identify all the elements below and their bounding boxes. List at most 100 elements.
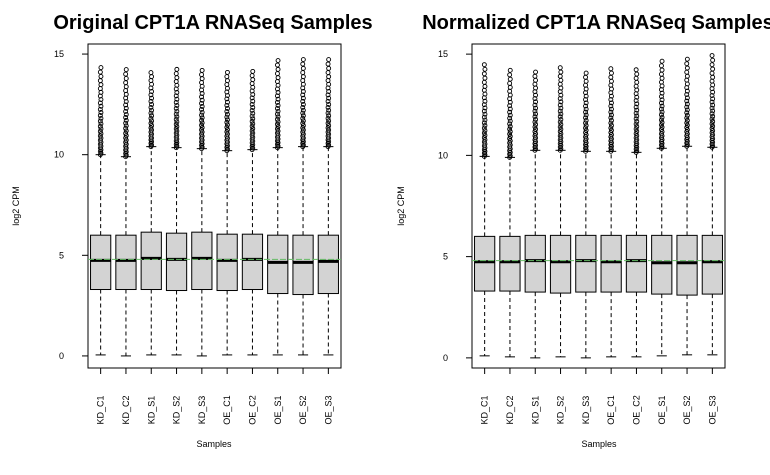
outlier-point [300,61,306,67]
outlier-point [325,61,331,67]
x-tick-label: KD_S3 [197,396,207,425]
outlier-point [507,103,513,109]
outlier-point [532,114,538,120]
outlier-point [123,135,129,141]
outlier-point [583,125,588,131]
box-KD_C1 [90,65,112,356]
outlier-point [659,71,664,77]
outlier-point [482,128,488,134]
outlier-point [224,111,230,117]
outlier-point [173,116,179,122]
outlier-point [199,106,205,112]
outlier-point [149,95,155,101]
outlier-point [659,124,665,130]
outlier-point [533,122,538,127]
outlier-point [709,121,715,127]
outlier-point [633,104,639,110]
outlier-point [710,96,716,102]
outlier-point [507,88,513,94]
outlier-point [300,110,306,116]
outlier-point [199,122,205,128]
outlier-point [583,120,588,126]
outlier-point [123,115,129,120]
outlier-point [224,99,230,105]
outlier-point [481,130,487,136]
outlier-point [482,75,488,81]
outlier-point [173,105,179,111]
outlier-point [482,83,488,89]
outlier-point [507,121,513,127]
outlier-point [249,118,255,124]
outlier-point [507,67,513,73]
outlier-point [174,114,180,120]
outlier-point [608,66,614,72]
outlier-point [275,108,281,114]
outlier-point [709,78,715,84]
outlier-point [583,130,588,136]
outlier-point [533,116,538,122]
outlier-point [684,122,690,128]
outlier-point [481,62,487,68]
outlier-point [684,115,690,121]
outlier-point [275,114,281,120]
outlier-point [224,69,230,75]
outlier-point [97,113,103,118]
x-tick-label: KD_S3 [581,396,591,425]
outlier-point [684,120,690,126]
outlier-point [659,67,665,73]
box-body [165,232,188,292]
outlier-point [300,95,306,101]
outlier-point [250,126,256,132]
outlier-point [481,120,487,126]
outlier-point [98,103,104,109]
outlier-point [149,102,155,107]
y-tick-label: 10 [54,150,64,160]
outlier-point [123,125,129,131]
outlier-point [300,102,306,107]
outlier-point [481,125,487,131]
outlier-point [224,102,230,108]
outlier-point [199,100,205,106]
box-body [241,233,264,291]
outlier-point [249,128,255,134]
outlier-point [97,78,103,84]
outlier-point [481,79,487,85]
box-body [651,234,673,295]
outlier-point [174,75,180,81]
outlier-point [97,86,103,92]
outlier-point [532,124,538,130]
outlier-point [634,71,640,77]
y-tick-label: 5 [443,252,448,262]
outlier-point [123,133,129,139]
outlier-point [507,80,513,86]
outlier-point [275,99,280,105]
x-axis-label: Samples [196,439,232,449]
outlier-point [123,71,129,77]
outlier-point [224,122,230,128]
y-tick-label: 0 [443,353,448,363]
outlier-point [482,111,488,117]
outlier-point [325,115,331,121]
x-axis: KD_C1 KD_C2 KD_S1 KD_S2 KD_S3 OE_C1 OE_C2 OE_S1… [96,367,333,425]
x-axis: KD_C1 KD_C2 KD_S1 KD_S2 KD_S3 OE_C1 OE_C2 OE_S1… [480,367,717,425]
outlier-point [97,133,103,139]
outlier-point [326,107,332,113]
box-body [474,235,496,292]
outlier-point [609,70,614,76]
outlier-point [609,118,614,123]
outlier-point [148,78,154,83]
box-OE_C1 [216,69,238,356]
outlier-point [224,124,230,130]
outlier-point [710,108,716,114]
outlier-point [275,71,280,77]
outlier-point [300,98,306,104]
box-body [317,234,339,295]
outlier-point [199,127,205,133]
outlier-point [634,128,640,134]
outlier-point [98,115,104,121]
outlier-point [98,82,104,88]
outlier-point [199,104,205,109]
outlier-point [326,102,332,107]
outlier-point [507,115,513,121]
outlier-point [275,96,281,102]
